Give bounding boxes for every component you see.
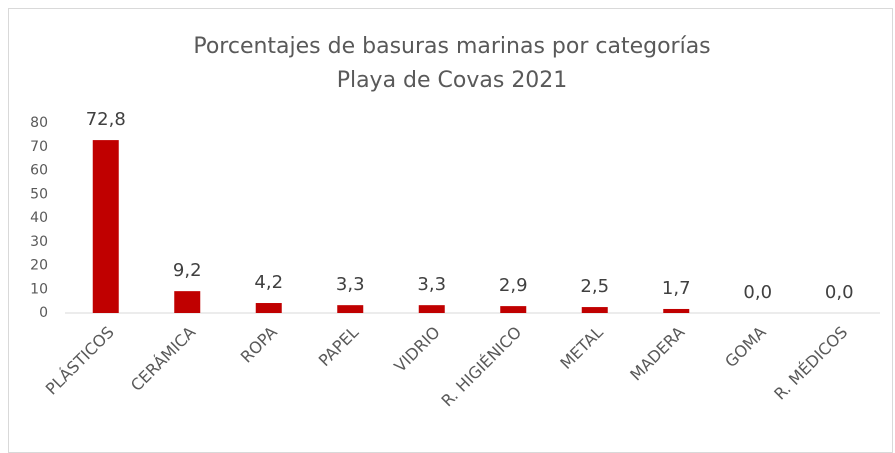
value-label: 2,9 [499, 275, 528, 296]
value-label: 3,3 [336, 274, 365, 295]
value-label: 1,7 [662, 278, 691, 299]
chart-border [8, 8, 893, 453]
y-tick-label: 80 [30, 115, 48, 131]
bar [174, 291, 201, 313]
bar [581, 307, 608, 313]
bar [92, 140, 119, 313]
value-label: 2,5 [580, 276, 609, 297]
y-tick-label: 40 [30, 210, 48, 226]
y-tick-label: 70 [30, 139, 48, 155]
bar [255, 303, 282, 313]
value-label: 4,2 [254, 272, 283, 293]
value-label: 72,8 [86, 109, 126, 130]
value-label: 3,3 [417, 274, 446, 295]
value-label: 0,0 [743, 282, 772, 303]
value-label: 9,2 [173, 260, 202, 281]
bar [337, 305, 364, 313]
y-tick-label: 30 [30, 234, 48, 250]
bar [418, 305, 445, 313]
y-tick-label: 10 [30, 281, 48, 297]
y-tick-label: 0 [39, 305, 48, 321]
bar [663, 308, 690, 313]
y-tick-label: 50 [30, 186, 48, 202]
chart-title: Porcentajes de basuras marinas por categ… [193, 34, 710, 59]
bar [500, 306, 527, 313]
y-tick-label: 60 [30, 163, 48, 179]
value-label: 0,0 [825, 282, 854, 303]
chart-subtitle: Playa de Covas 2021 [337, 68, 568, 93]
y-tick-label: 20 [30, 258, 48, 274]
